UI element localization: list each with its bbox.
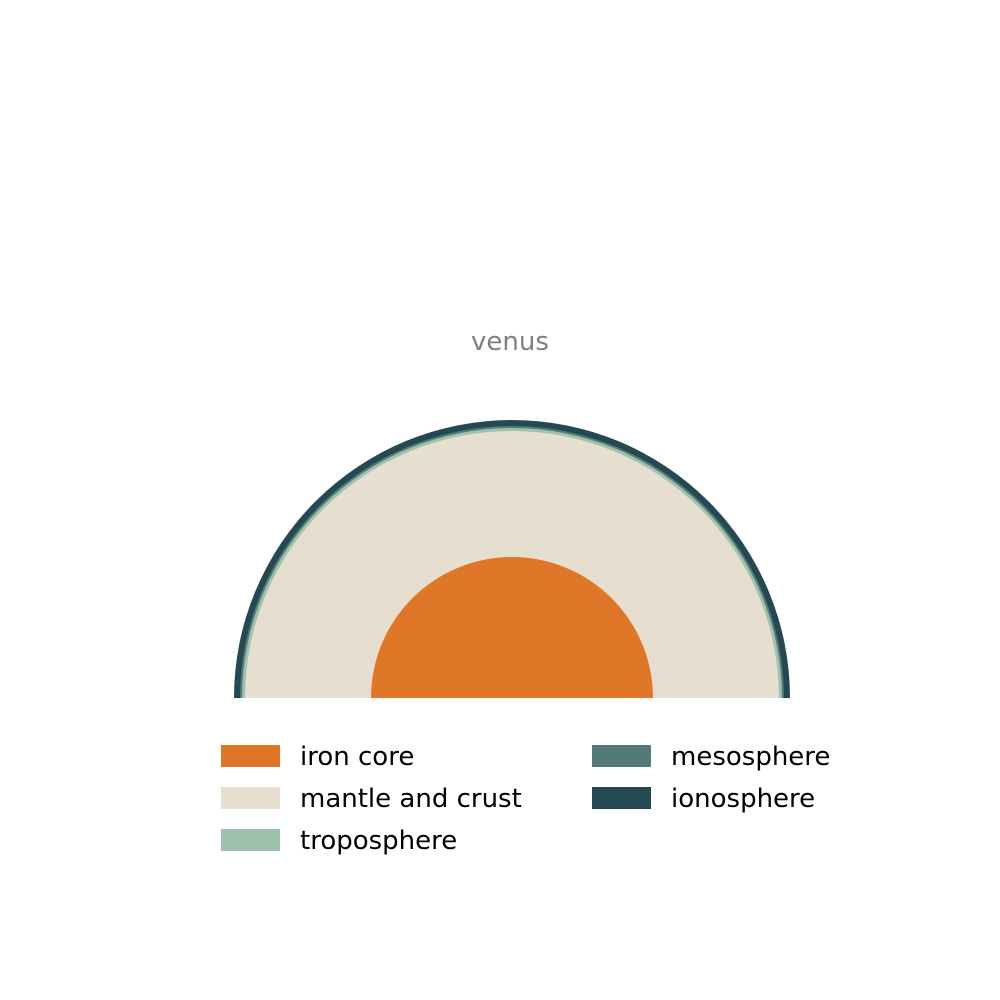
legend-swatch-troposphere [221, 829, 280, 851]
iron-core-layer [371, 557, 653, 698]
layer-rings [234, 420, 790, 698]
legend-label-troposphere: troposphere [300, 826, 457, 856]
legend-swatch-mesosphere [592, 745, 651, 767]
legend-label-ionosphere: ionosphere [671, 784, 815, 814]
legend-label-iron-core: iron core [300, 742, 414, 772]
legend-swatch-ionosphere [592, 787, 651, 809]
legend-label-mesosphere: mesosphere [671, 742, 830, 772]
diagram-title: venus [471, 327, 549, 357]
legend-label-mantle-and-crust: mantle and crust [300, 784, 522, 814]
legend-swatch-iron-core [221, 745, 280, 767]
legend-swatch-mantle-and-crust [221, 787, 280, 809]
legend: iron core mantle and crust troposphere m… [221, 742, 830, 856]
